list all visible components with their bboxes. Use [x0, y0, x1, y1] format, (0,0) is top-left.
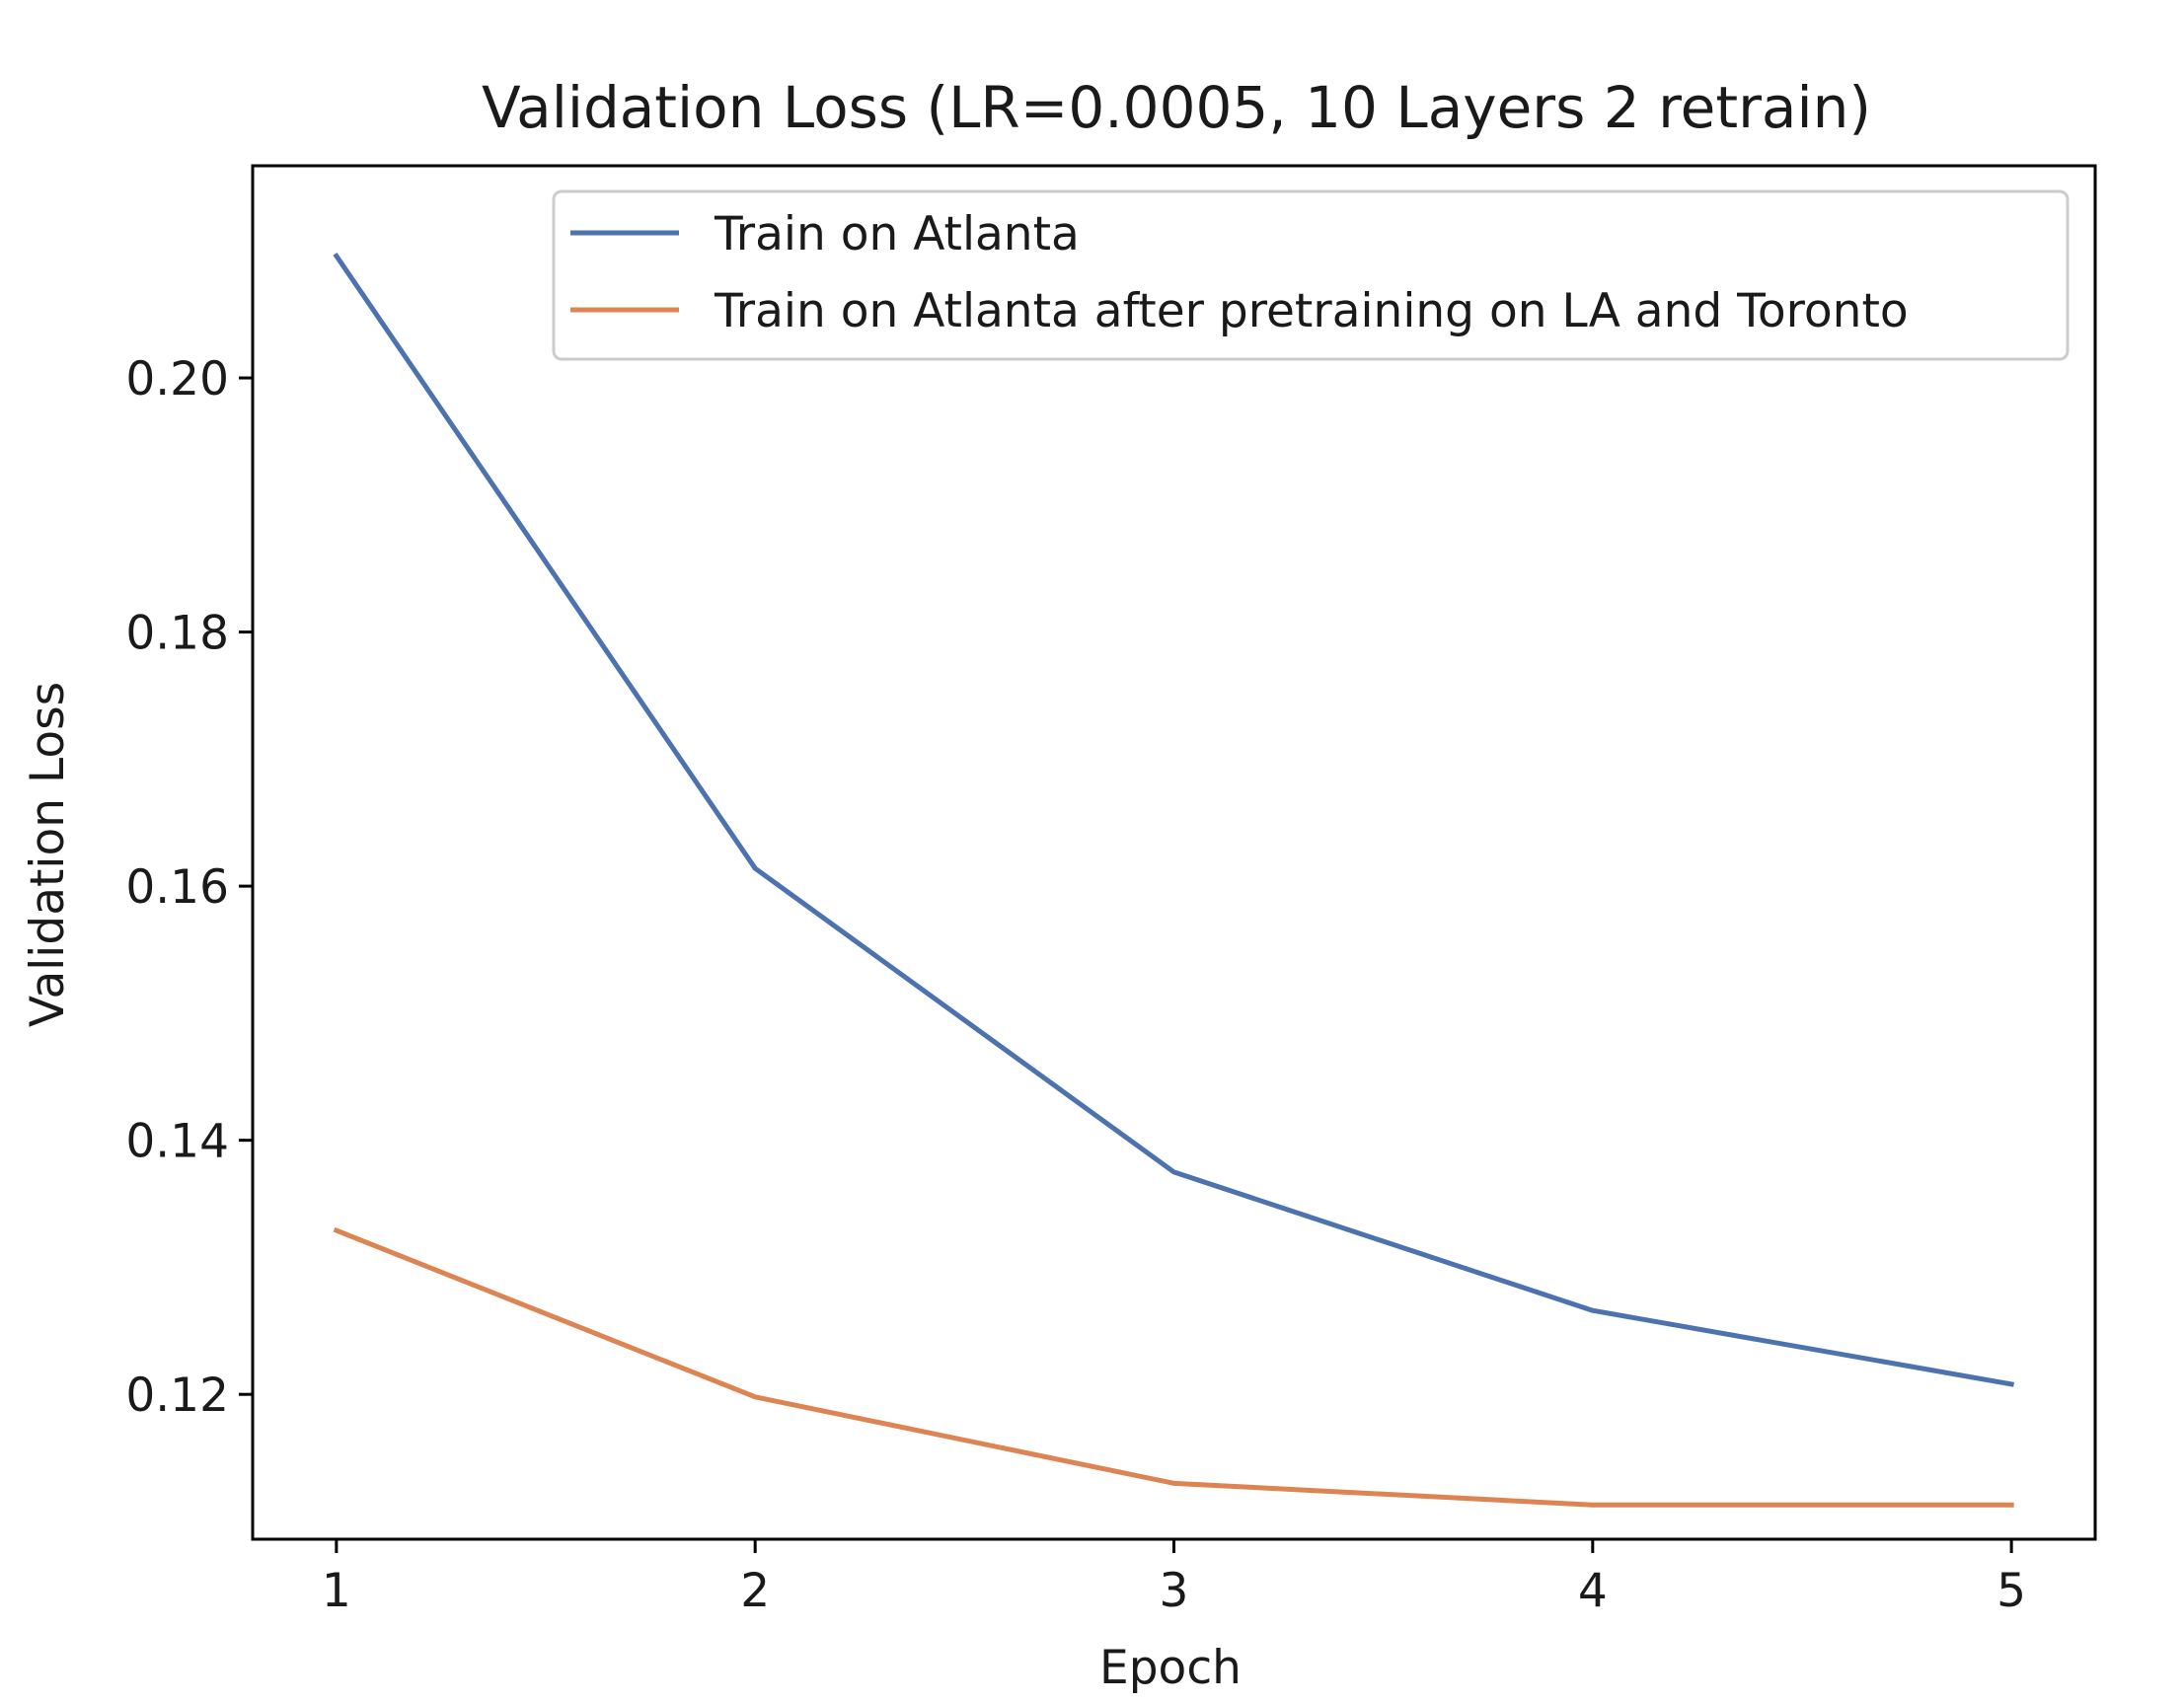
chart-title: Validation Loss (LR=0.0005, 10 Layers 2 … — [482, 74, 1871, 141]
y-tick-label: 0.14 — [125, 1115, 229, 1169]
plot-frame — [251, 164, 2097, 1541]
y-tick-label: 0.18 — [125, 607, 229, 661]
y-tick-label: 0.16 — [125, 860, 229, 915]
series-line-1 — [333, 252, 2015, 1387]
x-tick-label: 1 — [322, 1564, 351, 1618]
x-axis-label: Epoch — [1099, 1641, 1242, 1695]
legend: Train on Atlanta Train on Atlanta after p… — [552, 189, 2070, 361]
legend-label-2: Train on Atlanta after pretraining on LA… — [714, 284, 1909, 338]
x-tick-label: 3 — [1160, 1564, 1189, 1618]
y-tick-label: 0.20 — [125, 352, 229, 407]
ticks-layer: 1 2 3 4 5 0.12 0.14 0.16 0.18 0.20 — [125, 352, 2026, 1618]
x-tick-label: 2 — [740, 1564, 770, 1618]
legend-label-1: Train on Atlanta — [714, 207, 1080, 261]
y-axis-label: Validation Loss — [21, 682, 75, 1027]
axes-layer — [251, 164, 2097, 1541]
legend-box — [552, 189, 2070, 361]
series-layer — [333, 252, 2015, 1508]
y-tick-label: 0.12 — [125, 1369, 229, 1423]
series-line-2 — [333, 1226, 2014, 1508]
x-tick-label: 5 — [1996, 1564, 2026, 1618]
x-tick-label: 4 — [1578, 1564, 1608, 1618]
